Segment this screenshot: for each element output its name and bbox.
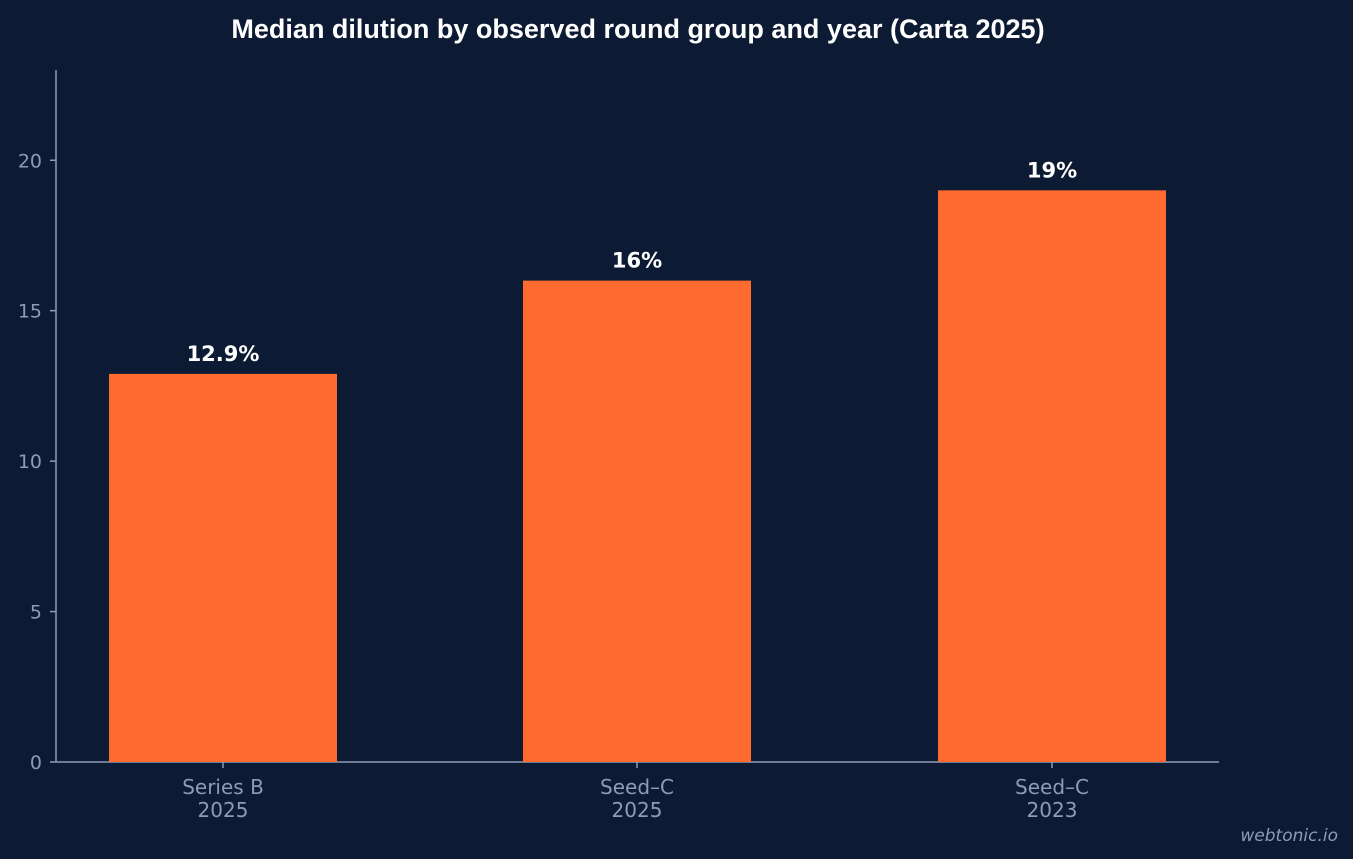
x-tick-label: 2025 bbox=[612, 798, 663, 822]
data-label: 19% bbox=[1027, 158, 1077, 182]
y-tick-label: 20 bbox=[18, 150, 42, 172]
x-tick-label: 2025 bbox=[198, 798, 249, 822]
bar bbox=[938, 190, 1166, 762]
x-tick-label: 2023 bbox=[1027, 798, 1078, 822]
y-tick-label: 15 bbox=[18, 301, 42, 323]
chart-title: Median dilution by observed round group … bbox=[231, 14, 1044, 44]
watermark: webtonic.io bbox=[1240, 826, 1338, 846]
y-tick-label: 0 bbox=[30, 752, 42, 774]
bar bbox=[523, 280, 751, 762]
y-tick-label: 5 bbox=[30, 602, 42, 624]
data-label: 16% bbox=[612, 249, 662, 273]
x-tick-label: Seed–C bbox=[1015, 775, 1089, 799]
data-label: 12.9% bbox=[187, 342, 260, 366]
x-tick-label: Seed–C bbox=[600, 775, 674, 799]
bar bbox=[109, 373, 337, 762]
labels-group: 12.9%Series B202516%Seed–C202519%Seed–C2… bbox=[182, 158, 1089, 822]
y-tick-label: 10 bbox=[18, 451, 42, 473]
x-tick-label: Series B bbox=[182, 775, 264, 799]
bars-group bbox=[109, 190, 1166, 762]
